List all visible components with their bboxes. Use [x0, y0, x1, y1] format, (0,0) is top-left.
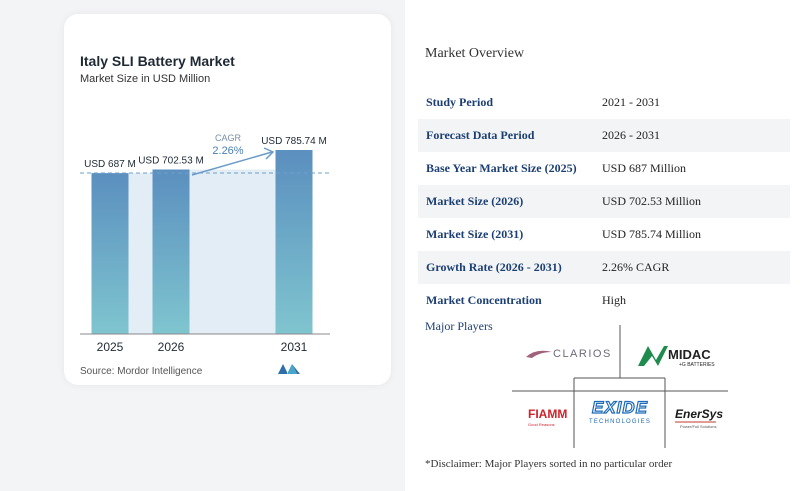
overview-row: Growth Rate (2026 - 2031) 2.26% CAGR — [418, 251, 790, 284]
cagr-arrow — [191, 151, 273, 176]
bar-2026 — [152, 169, 190, 334]
bar-2031 — [275, 150, 313, 334]
bar-2025 — [91, 173, 129, 334]
chart-source: Source: Mordor Intelligence — [80, 366, 203, 377]
cagr-label: CAGR — [215, 133, 242, 143]
overview-row: Study Period 2021 - 2031 — [418, 86, 790, 119]
overview-key: Market Size (2026) — [426, 194, 524, 208]
overview-row: Market Size (2031) USD 785.74 Million — [418, 218, 790, 251]
overview-key: Study Period — [426, 95, 494, 109]
overview-key: Market Concentration — [426, 293, 542, 307]
overview-row: Base Year Market Size (2025) USD 687 Mil… — [418, 152, 790, 185]
growth-band — [128, 173, 153, 334]
overview-row: Forecast Data Period 2026 - 2031 — [418, 119, 790, 152]
x-tick-2031: 2031 — [281, 340, 308, 354]
overview-key: Base Year Market Size (2025) — [426, 161, 577, 175]
overview-value: USD 687 Million — [602, 161, 687, 175]
overview-value: 2026 - 2031 — [602, 128, 660, 142]
data-label-2026: USD 702.53 M — [138, 155, 204, 166]
overview-key: Market Size (2031) — [426, 227, 524, 241]
data-label-2025: USD 687 M — [84, 159, 136, 170]
chart-subtitle: Market Size in USD Million — [80, 73, 211, 85]
overview-key: Growth Rate (2026 - 2031) — [426, 260, 562, 274]
overview-value: 2021 - 2031 — [602, 95, 660, 109]
overview-value: USD 785.74 Million — [602, 227, 702, 241]
overview-key: Forecast Data Period — [426, 128, 535, 142]
growth-band — [189, 169, 276, 334]
x-tick-2025: 2025 — [97, 340, 124, 354]
overview-row: Market Concentration High — [418, 284, 790, 317]
overview-value: 2.26% CAGR — [602, 260, 670, 274]
x-tick-2026: 2026 — [158, 340, 185, 354]
major-players-title: Major Players — [425, 319, 493, 333]
disclaimer: *Disclaimer: Major Players sorted in no … — [425, 458, 673, 470]
cagr-arrowhead — [263, 147, 275, 160]
overview-title: Market Overview — [425, 46, 525, 61]
overview-table: Study Period 2021 - 2031 Forecast Data P… — [418, 86, 790, 317]
overview-panel — [405, 0, 800, 491]
cagr-value: 2.26% — [212, 145, 243, 157]
overview-value: USD 702.53 Million — [602, 194, 702, 208]
chart-title: Italy SLI Battery Market — [80, 53, 235, 69]
mordor-logo — [278, 364, 300, 374]
data-label-2031: USD 785.74 M — [261, 136, 327, 147]
overview-value: High — [602, 293, 626, 307]
overview-row: Market Size (2026) USD 702.53 Million — [418, 185, 790, 218]
